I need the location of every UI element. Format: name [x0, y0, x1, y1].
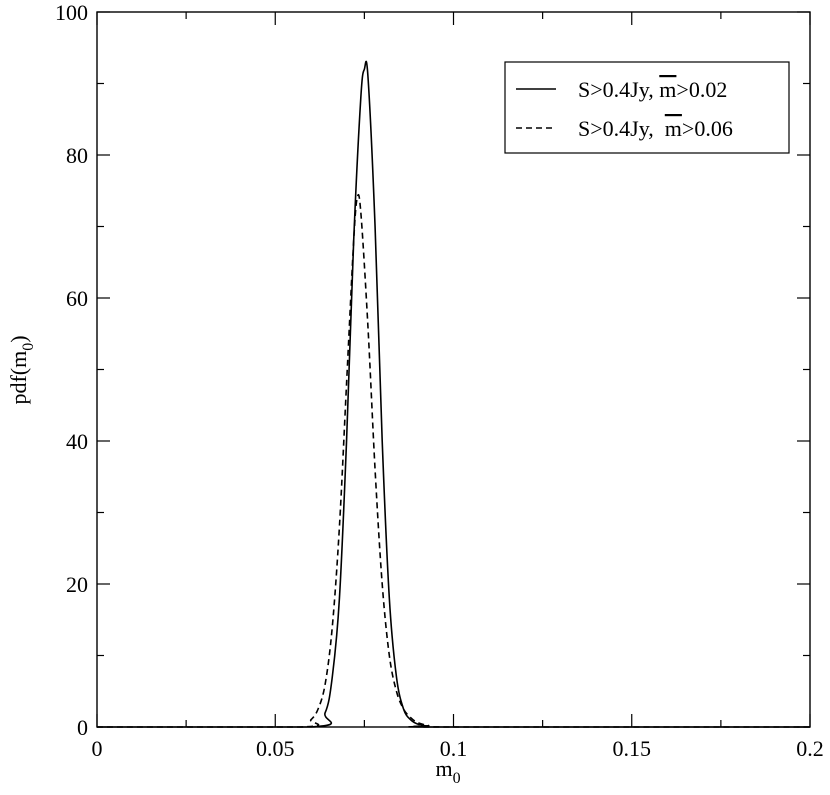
x-axis-title-main: m — [435, 756, 452, 781]
legend-entry-1: S>0.4Jy, m>0.02 — [578, 77, 727, 102]
legend: S>0.4Jy, m>0.02 S>0.4Jy, m>0.06 — [504, 61, 790, 154]
x-axis-title: m0 — [435, 756, 460, 787]
x-tick-label: 0.1 — [440, 736, 468, 761]
series-line-solid — [96, 60, 810, 728]
legend-entry-1-overline: m — [659, 77, 676, 102]
y-tick-label: 100 — [55, 0, 88, 25]
legend-entry-2-suffix: >0.06 — [682, 116, 733, 141]
x-tick-label: 0.2 — [796, 736, 824, 761]
legend-entry-2-prefix: S>0.4Jy, — [578, 116, 665, 141]
x-tick-label: 0.05 — [256, 736, 295, 761]
series-line-dashed — [96, 193, 810, 728]
legend-entry-2: S>0.4Jy, m>0.06 — [578, 116, 733, 141]
x-tick-label: 0.15 — [613, 736, 652, 761]
y-tick-label: 0 — [77, 715, 88, 740]
x-axis-title-subscript: 0 — [453, 770, 461, 787]
tick-labels: 0 0.05 0.1 0.15 0.2 0 20 40 60 80 100 — [55, 0, 824, 761]
y-axis-title-subscript: 0 — [20, 343, 37, 351]
y-tick-label: 40 — [66, 429, 88, 454]
y-tick-label: 60 — [66, 286, 88, 311]
y-axis-title-close: ) — [6, 335, 31, 342]
y-axis-title-main: pdf(m — [6, 351, 31, 405]
legend-entry-2-overline: m — [665, 116, 682, 141]
y-tick-label: 20 — [66, 572, 88, 597]
y-tick-label: 80 — [66, 143, 88, 168]
series-lines — [96, 60, 810, 728]
y-axis-title: pdf(m0) — [6, 335, 37, 404]
legend-entry-1-suffix: >0.02 — [676, 77, 727, 102]
legend-entry-1-prefix: S>0.4Jy, — [578, 77, 659, 102]
legend-box — [504, 61, 790, 154]
x-tick-label: 0 — [92, 736, 103, 761]
